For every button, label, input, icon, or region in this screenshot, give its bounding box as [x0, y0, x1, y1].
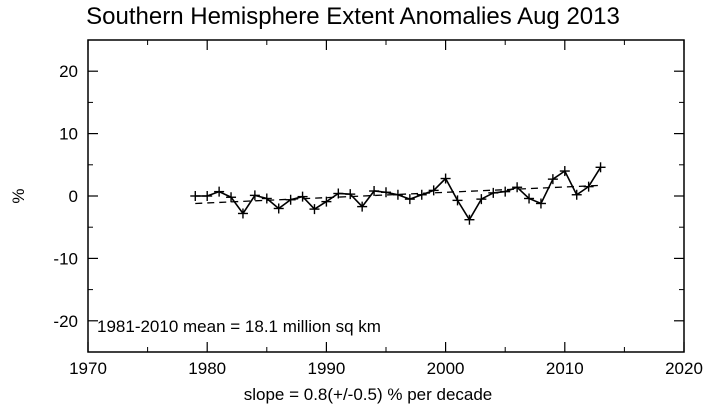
- x-tick-label: 2010: [546, 359, 584, 378]
- data-point: [583, 181, 594, 192]
- x-tick-label: 1980: [188, 359, 226, 378]
- data-point: [524, 193, 535, 204]
- data-point: [237, 208, 248, 219]
- data-point: [500, 186, 511, 197]
- y-tick-label: -20: [53, 312, 78, 331]
- x-tick-label: 2000: [427, 359, 465, 378]
- y-tick-label: 10: [59, 125, 78, 144]
- y-tick-label: 20: [59, 62, 78, 81]
- label-layer: 1970 1980 1990 2000 2010 2020 -20 -10 0 10 20%: [9, 62, 703, 378]
- data-point: [381, 187, 391, 198]
- data-point: [321, 196, 332, 207]
- slope-annotation: slope = 0.8(+/-0.5) % per decade: [243, 385, 493, 404]
- data-point: [249, 190, 260, 201]
- data-point: [190, 191, 201, 201]
- y-tick-label: -10: [53, 249, 78, 268]
- data-point: [488, 187, 499, 198]
- data-point: [559, 166, 570, 177]
- data-point: [595, 162, 606, 173]
- data-point: [452, 195, 463, 206]
- data-point: [464, 214, 475, 225]
- data-point: [476, 194, 487, 205]
- data-point: [440, 173, 451, 184]
- data-point: [309, 204, 320, 215]
- data-point: [202, 191, 213, 201]
- data-point: [261, 193, 272, 204]
- x-tick-label: 2020: [665, 359, 703, 378]
- trend-line: [195, 184, 601, 205]
- y-axis-label: %: [9, 188, 28, 203]
- data-point: [512, 182, 523, 193]
- y-tick-label: 0: [69, 187, 78, 206]
- data-point: [297, 191, 308, 202]
- data-point: [547, 174, 558, 185]
- data-point: [333, 188, 344, 199]
- chart-title: Southern Hemisphere Extent Anomalies Aug…: [86, 3, 620, 30]
- data-point: [345, 189, 356, 200]
- x-tick-label: 1990: [307, 359, 345, 378]
- data-point: [285, 194, 296, 205]
- data-point: [416, 189, 427, 200]
- mean-annotation: 1981-2010 mean = 18.1 million sq km: [97, 317, 381, 336]
- data-point: [535, 198, 546, 209]
- x-tick-label: 1970: [69, 359, 107, 378]
- data-point: [357, 201, 368, 212]
- data-point: [428, 185, 439, 196]
- data-point: [369, 186, 380, 197]
- data-point: [392, 189, 403, 200]
- data-point: [404, 194, 415, 205]
- data-point: [226, 192, 237, 203]
- data-point: [273, 203, 284, 214]
- chart-axes: [87, 39, 685, 353]
- data-point: [571, 189, 582, 200]
- trend-layer: [195, 184, 601, 205]
- data-point: [214, 186, 225, 197]
- series-layer: [190, 162, 606, 225]
